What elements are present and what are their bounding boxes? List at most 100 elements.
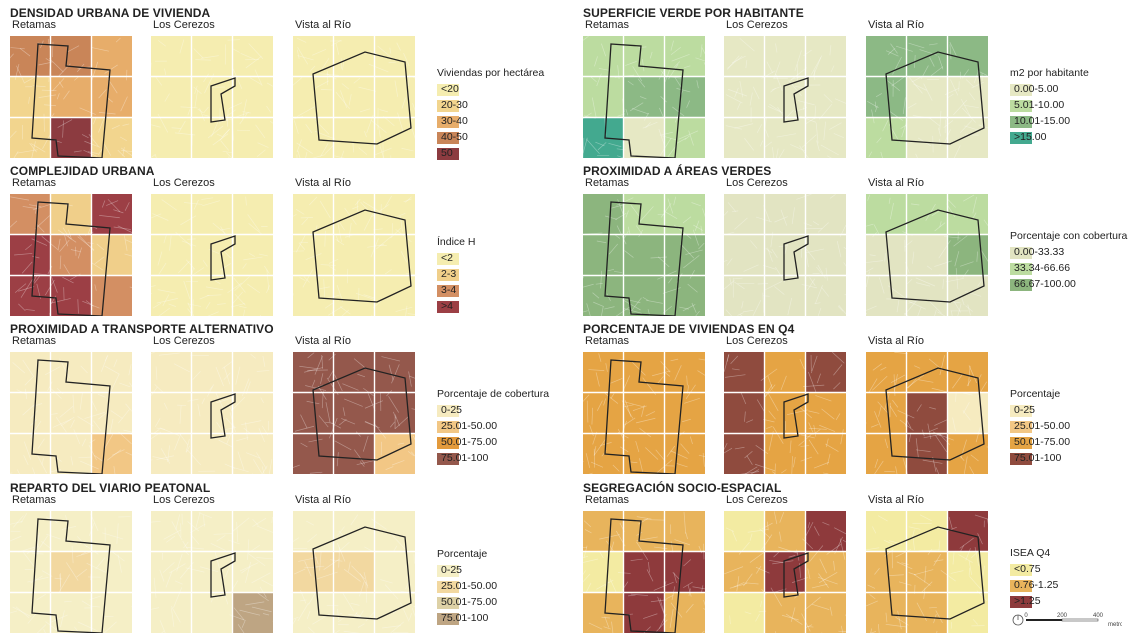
grid-cell bbox=[10, 194, 50, 234]
legend-label-inline: 50 bbox=[441, 147, 453, 159]
legend-swatch: 40-50 bbox=[437, 131, 468, 144]
legend-swatch: <0.75 bbox=[1010, 563, 1041, 576]
grid-cell bbox=[907, 118, 947, 158]
grid-cell bbox=[151, 77, 191, 117]
grid-cell bbox=[948, 118, 988, 158]
grid-cell bbox=[51, 235, 91, 275]
legend-item: 25.01-50.00 bbox=[1010, 419, 1100, 435]
legend-label-inline: 75.01-100 bbox=[441, 612, 489, 624]
grid-cell bbox=[806, 36, 846, 76]
grid-cell bbox=[192, 393, 232, 433]
legend-swatch: >4 bbox=[437, 300, 459, 313]
grid-cell bbox=[624, 77, 664, 117]
grid-cell bbox=[92, 235, 132, 275]
grid-cell bbox=[375, 434, 415, 474]
grid-cell bbox=[151, 194, 191, 234]
grid-cell bbox=[907, 511, 947, 551]
legend-label-inline: 66.67-100.00 bbox=[1014, 278, 1076, 290]
map-vista-al-rio bbox=[866, 511, 988, 633]
map-retamas bbox=[10, 194, 132, 316]
legend-swatch: <20 bbox=[437, 83, 459, 96]
panel-title: SEGREGACIÓN SOCIO-ESPACIAL bbox=[583, 481, 782, 495]
map-label: Vista al Río bbox=[295, 19, 352, 31]
grid-cell bbox=[907, 194, 947, 234]
legend-item: 30-40 bbox=[437, 114, 527, 130]
grid-cell bbox=[10, 276, 50, 316]
grid-cell bbox=[724, 118, 764, 158]
map-vista-al-rio bbox=[293, 194, 415, 316]
grid-cell bbox=[151, 434, 191, 474]
grid-cell bbox=[866, 235, 906, 275]
map-los-cerezos bbox=[724, 352, 846, 474]
legend-label-inline: >1.25 bbox=[1014, 595, 1041, 607]
grid-cell bbox=[151, 593, 191, 633]
legend-swatch: 0-25 bbox=[437, 564, 462, 577]
grid-cell bbox=[724, 393, 764, 433]
grid-cell bbox=[724, 593, 764, 633]
grid-cell bbox=[724, 194, 764, 234]
map-label: Retamas bbox=[585, 494, 630, 506]
grid-cell bbox=[334, 511, 374, 551]
map-retamas bbox=[10, 352, 132, 474]
grid-cell bbox=[806, 511, 846, 551]
grid-cell bbox=[375, 352, 415, 392]
grid-cell bbox=[665, 552, 705, 592]
grid-cell bbox=[724, 511, 764, 551]
map-vista-al-rio bbox=[293, 36, 415, 158]
legend-item: 20-30 bbox=[437, 98, 527, 114]
grid-cell bbox=[151, 352, 191, 392]
map-vista-al-rio bbox=[866, 352, 988, 474]
grid-cell bbox=[92, 393, 132, 433]
panel-title: COMPLEJIDAD URBANA bbox=[10, 164, 155, 178]
grid-cell bbox=[375, 552, 415, 592]
grid-cell bbox=[624, 393, 664, 433]
legend-title: Índice H bbox=[437, 236, 476, 248]
grid-cell bbox=[192, 36, 232, 76]
legend-swatch: 3-4 bbox=[437, 284, 459, 297]
grid-cell bbox=[375, 77, 415, 117]
grid-cell bbox=[948, 36, 988, 76]
legend-item: 0-25 bbox=[437, 563, 527, 579]
legend-item: 50.01-75.00 bbox=[437, 595, 527, 611]
grid-cell bbox=[765, 194, 805, 234]
panel-title: DENSIDAD URBANA DE VIVIENDA bbox=[10, 6, 211, 20]
legend-item: 75.01-100 bbox=[1010, 451, 1100, 467]
legend: ISEA Q4 <0.75 0.76-1.25 >1.25 bbox=[1010, 547, 1100, 610]
grid-cell bbox=[192, 118, 232, 158]
map-vista-al-rio bbox=[293, 352, 415, 474]
grid-cell bbox=[334, 552, 374, 592]
map-label: Vista al Río bbox=[868, 177, 925, 189]
legend: Índice H <2 2-3 3-4 >4 bbox=[437, 236, 527, 315]
grid-cell bbox=[724, 434, 764, 474]
panel-title: PROXIMIDAD A TRANSPORTE ALTERNATIVO bbox=[10, 322, 274, 336]
grid-cell bbox=[233, 235, 273, 275]
grid-cell bbox=[233, 352, 273, 392]
grid-cell bbox=[583, 235, 623, 275]
grid-cell bbox=[334, 118, 374, 158]
grid-cell bbox=[192, 276, 232, 316]
grid-cell bbox=[334, 393, 374, 433]
legend-item: 75.01-100 bbox=[437, 451, 527, 467]
grid-cell bbox=[192, 235, 232, 275]
grid-cell bbox=[293, 194, 333, 234]
legend-swatch: >15.00 bbox=[1010, 131, 1046, 144]
map-label: Los Cerezos bbox=[726, 335, 788, 347]
grid-cell bbox=[866, 511, 906, 551]
map-los-cerezos bbox=[151, 511, 273, 633]
grid-cell bbox=[866, 352, 906, 392]
grid-cell bbox=[765, 434, 805, 474]
legend: Porcentaje con cobertura 0.00-33.33 33.34-… bbox=[1010, 230, 1127, 293]
grid-cell bbox=[51, 276, 91, 316]
scale-tick: 200 bbox=[1057, 613, 1068, 619]
legend-swatch: <2 bbox=[437, 252, 459, 265]
legend-title: Porcentaje bbox=[437, 548, 488, 560]
legend: Viviendas por hectárea <20 20-30 30-40 40-50… bbox=[437, 67, 544, 162]
grid-cell bbox=[233, 194, 273, 234]
grid-cell bbox=[806, 77, 846, 117]
grid-cell bbox=[624, 118, 664, 158]
legend-swatch: 0-25 bbox=[437, 404, 462, 417]
legend-item: 50.01-75.00 bbox=[437, 435, 527, 451]
legend-label-inline: 3-4 bbox=[441, 284, 457, 296]
legend-label-inline: 50.01-75.00 bbox=[441, 596, 498, 608]
grid-cell bbox=[724, 36, 764, 76]
